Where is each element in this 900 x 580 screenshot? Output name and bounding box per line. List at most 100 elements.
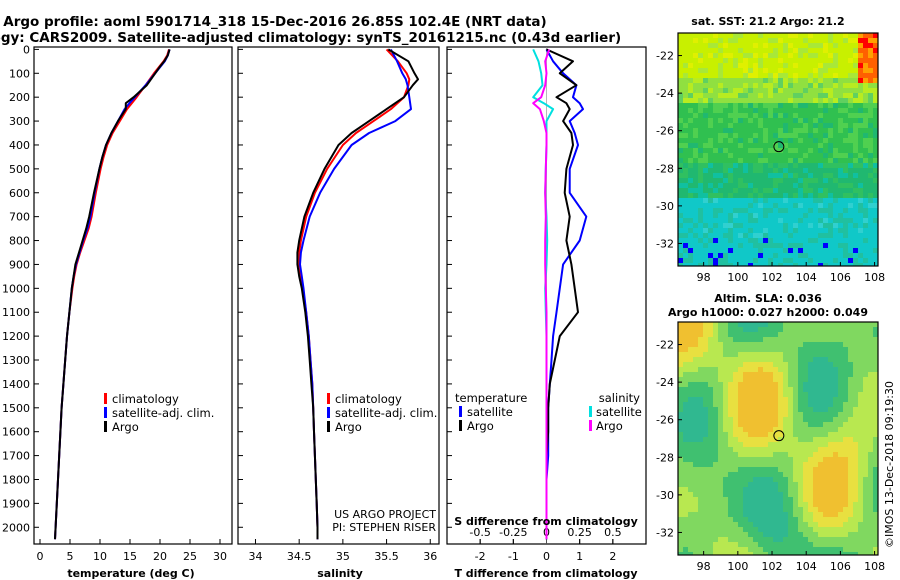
sst-cell [738, 213, 743, 218]
sla-cell [688, 337, 693, 342]
sst-cell [803, 263, 808, 266]
sst-cell [858, 248, 863, 253]
sla-cell [723, 377, 728, 382]
sst-cell [803, 188, 808, 193]
sst-cell [688, 243, 693, 248]
sla-cell [828, 332, 833, 337]
sla-cell [853, 427, 858, 432]
sst-cell [758, 178, 763, 183]
sst-cell [708, 103, 713, 108]
sst-cell [728, 128, 733, 133]
sla-cell [858, 447, 863, 452]
salinity-tick-label: 34.5 [287, 550, 312, 563]
sst-cell [823, 158, 828, 163]
sst-cell [728, 223, 733, 228]
sla-cell [863, 337, 868, 342]
sla-cell [728, 337, 733, 342]
sst-cell [768, 263, 773, 266]
sst-cell [733, 203, 738, 208]
sla-cell [703, 547, 708, 552]
sst-cell [743, 178, 748, 183]
sst-cell [703, 163, 708, 168]
sst-cell [828, 43, 833, 48]
sla-cell [698, 532, 703, 537]
sst-cell [813, 248, 818, 253]
sla-cell [848, 552, 853, 555]
sst-cell [733, 218, 738, 223]
sla-cell [848, 352, 853, 357]
sst-cell [728, 53, 733, 58]
sla-cell [808, 417, 813, 422]
sst-cell [698, 173, 703, 178]
sla-cell [808, 412, 813, 417]
sla-cell [768, 367, 773, 372]
sla-cell [728, 357, 733, 362]
sst-cell [748, 188, 753, 193]
sst-cell [818, 178, 823, 183]
sst-cell [753, 93, 758, 98]
sst-cell [748, 223, 753, 228]
sst-cell [798, 148, 803, 153]
sst-cell [843, 228, 848, 233]
sst-cell [793, 118, 798, 123]
sla-cell [723, 372, 728, 377]
sst-cell [748, 158, 753, 163]
depth-tick-label: 1800 [2, 473, 30, 486]
sst-cell [698, 248, 703, 253]
sst-cell [753, 253, 758, 258]
sla-cell [733, 407, 738, 412]
sst-cell [708, 113, 713, 118]
sla-cell [728, 377, 733, 382]
sla-cell [798, 462, 803, 467]
sla-cell [828, 497, 833, 502]
sla-cell [698, 422, 703, 427]
sla-cell [778, 322, 783, 327]
sla-cell [793, 442, 798, 447]
sst-cell [783, 193, 788, 198]
sla-cell [808, 512, 813, 517]
sla-cell [683, 477, 688, 482]
sst-cell [698, 128, 703, 133]
sst-cell [783, 83, 788, 88]
sst-cell [803, 253, 808, 258]
sst-cell [703, 98, 708, 103]
sla-cell [823, 392, 828, 397]
sla-cell [693, 397, 698, 402]
sst-cell [733, 198, 738, 203]
sst-cell [818, 58, 823, 63]
sla-cell [718, 372, 723, 377]
sst-cell [753, 118, 758, 123]
sst-cell [773, 78, 778, 83]
sst-cell [708, 158, 713, 163]
sst-cell [763, 253, 768, 258]
sla-cell [773, 387, 778, 392]
sla-cell [833, 327, 838, 332]
sla-cell [793, 417, 798, 422]
sst-cell [828, 258, 833, 263]
sla-cell [828, 402, 833, 407]
sst-cell [783, 243, 788, 248]
sst-cell [768, 88, 773, 93]
sst-cell [813, 98, 818, 103]
sst-cell [678, 93, 683, 98]
sla-cell [818, 382, 823, 387]
sst-cell [848, 53, 853, 58]
sst-cell [858, 173, 863, 178]
sst-cell [728, 148, 733, 153]
sla-cell [763, 352, 768, 357]
sla-cell [818, 497, 823, 502]
sst-cell [753, 248, 758, 253]
sla-cell [758, 547, 763, 552]
legend-swatch-sal-satellite [589, 406, 592, 417]
sla-cell [683, 502, 688, 507]
sst-cell [828, 218, 833, 223]
sla-cell [728, 542, 733, 547]
sla-cell [753, 427, 758, 432]
sla-cell [698, 382, 703, 387]
sla-cell [858, 377, 863, 382]
sst-cell [678, 58, 683, 63]
sst-cell [808, 203, 813, 208]
sla-cell [788, 402, 793, 407]
sla-cell [818, 482, 823, 487]
sst-cell [828, 163, 833, 168]
